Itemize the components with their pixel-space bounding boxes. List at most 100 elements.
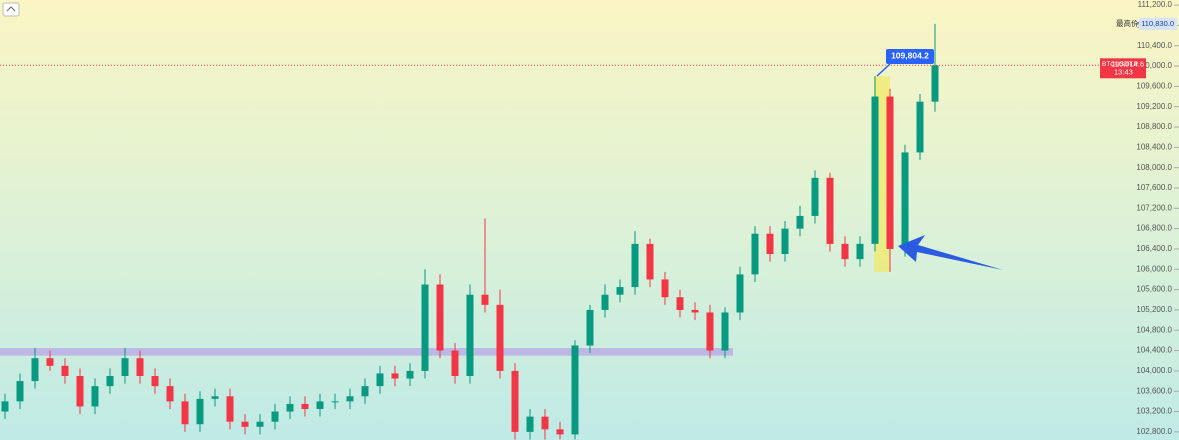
y-tick-label: 110,400.0 [1137, 41, 1173, 50]
candle-body [721, 312, 729, 351]
callout-label: 109,804.2 [891, 51, 929, 61]
y-tick-label: 103,600.0 [1136, 386, 1172, 395]
candle-body [316, 401, 324, 410]
candle-body [346, 396, 354, 402]
candle-body [571, 345, 579, 435]
candle-body [586, 309, 594, 346]
candle-body [601, 294, 609, 310]
candle-body [151, 375, 159, 387]
y-tick-label: 109,200.0 [1136, 102, 1172, 111]
candle-body [766, 233, 774, 255]
y-tick-label: 108,400.0 [1136, 142, 1172, 151]
collapse-button[interactable] [2, 2, 20, 17]
candle-body [136, 358, 144, 376]
countdown: 13:43 [1114, 67, 1133, 76]
candle-body [751, 233, 759, 275]
candle-body [706, 312, 714, 351]
candle-body [871, 96, 879, 244]
candle-body [331, 401, 339, 403]
candle-body [376, 373, 384, 387]
y-tick-label: 104,000.0 [1136, 366, 1172, 375]
y-tick-label: 103,200.0 [1136, 407, 1172, 416]
candle-body [691, 309, 699, 313]
candle-body [241, 421, 249, 427]
candle-body [811, 177, 819, 216]
candle-body [46, 358, 54, 366]
candle-body [76, 375, 84, 407]
y-tick-label: 105,600.0 [1136, 285, 1172, 294]
candle-body [16, 381, 24, 402]
callout-pointer [876, 63, 891, 77]
last-price-symbol: BTCUSDT.P [1102, 61, 1138, 68]
candle-body [901, 152, 909, 249]
y-tick-label: 102,800.0 [1136, 427, 1172, 436]
y-tick-label: 108,800.0 [1136, 122, 1172, 131]
candle-body [406, 370, 414, 379]
high-marker-price: 110,830.0 [1141, 19, 1174, 28]
candle-body [856, 243, 864, 260]
candle-body [736, 274, 744, 313]
candle-body [91, 386, 99, 407]
high-marker-label: 最高价 [1116, 18, 1139, 28]
y-tick-label: 108,000.0 [1136, 163, 1172, 172]
candle-body [61, 365, 69, 376]
candle-body [676, 297, 684, 310]
candle-body [826, 177, 834, 244]
y-tick-label: 104,400.0 [1136, 346, 1172, 355]
y-tick-label: 107,200.0 [1136, 203, 1172, 212]
candle-body [466, 294, 474, 376]
y-tick-label: 109,600.0 [1136, 81, 1172, 90]
candle-body [166, 386, 174, 402]
y-tick-label: 105,200.0 [1136, 305, 1172, 314]
candle-body [541, 416, 549, 430]
y-tick-label: 110,000.0 [1137, 61, 1173, 70]
candle-body [646, 243, 654, 280]
candle-body [256, 421, 264, 427]
candle-body [211, 396, 219, 399]
candle-body [361, 386, 369, 397]
candle-body [886, 96, 894, 249]
callout-box [886, 48, 934, 64]
candle-body [226, 396, 234, 422]
high-marker-box [1139, 17, 1177, 30]
candle-body [631, 243, 639, 288]
candle-body [106, 375, 114, 387]
candle-body [841, 243, 849, 260]
candle-body [796, 215, 804, 229]
support-zone [0, 348, 733, 356]
candle-body [526, 416, 534, 432]
last-price-label: 110,014.6 [1111, 59, 1144, 68]
candle-body [916, 101, 924, 153]
candle-body [1, 401, 9, 412]
candle-body [436, 284, 444, 351]
candle-body [781, 228, 789, 255]
collapse-icon [6, 6, 16, 12]
candle-body [481, 294, 489, 305]
candle-body [301, 403, 309, 410]
y-tick-label: 107,600.0 [1136, 183, 1172, 192]
candle-body [31, 358, 39, 382]
candle-body [271, 411, 279, 422]
candle-body [391, 373, 399, 379]
candle-body [121, 358, 129, 376]
candle-body [286, 403, 294, 412]
y-tick-label: 111,200.0 [1138, 0, 1173, 9]
candle-body [496, 304, 504, 371]
y-tick-label: 104,800.0 [1136, 325, 1172, 334]
candle-body [511, 370, 519, 432]
candle-body [931, 65, 939, 102]
candle-body [451, 350, 459, 376]
y-tick-label: 106,400.0 [1136, 244, 1172, 253]
y-tick-label: 106,800.0 [1136, 224, 1172, 233]
candle-body [661, 279, 669, 298]
candle-body [556, 429, 564, 435]
candle-body [181, 401, 189, 425]
last-price-box [1100, 58, 1146, 79]
candle-body [196, 398, 204, 425]
candle-body [616, 287, 624, 295]
y-tick-label: 106,000.0 [1136, 264, 1172, 273]
candle-body [421, 284, 429, 371]
